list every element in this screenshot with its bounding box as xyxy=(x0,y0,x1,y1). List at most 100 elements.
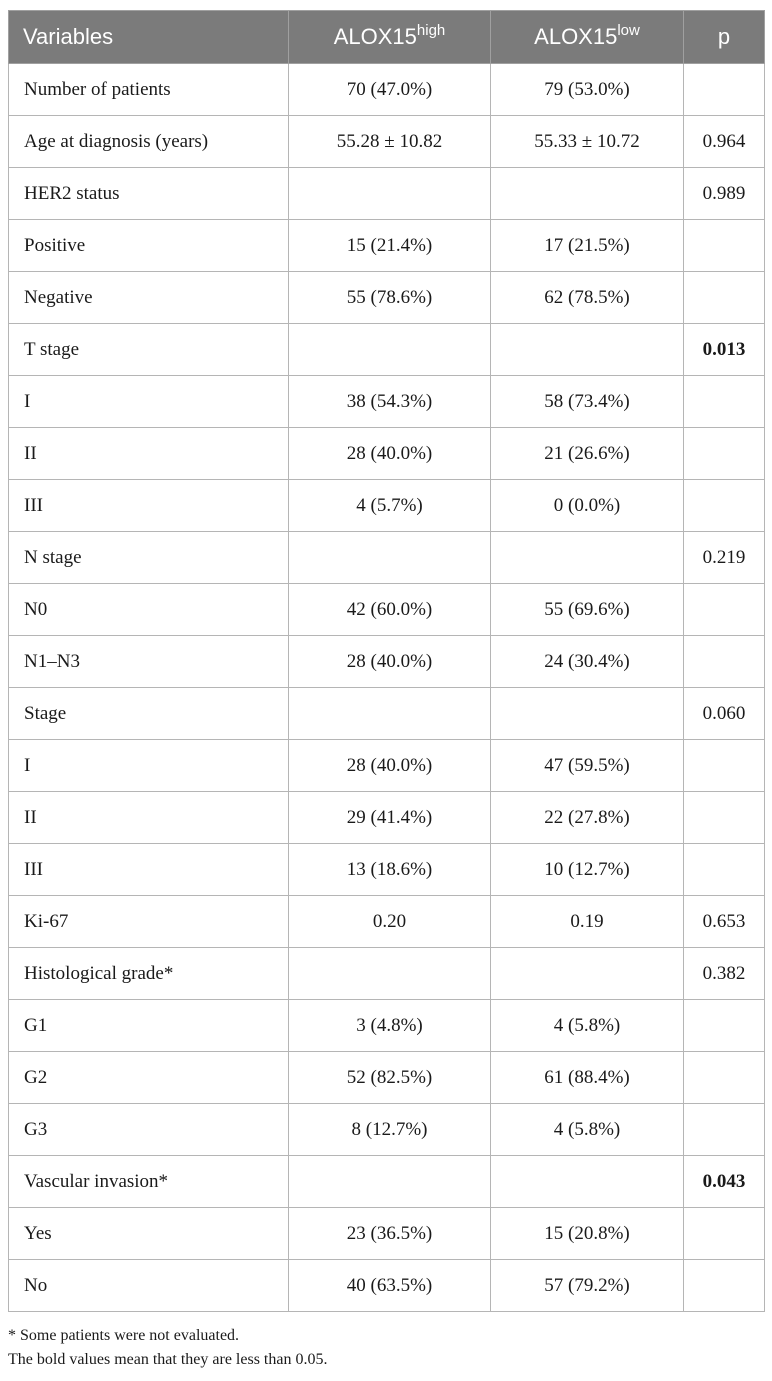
cell-variable: III xyxy=(8,843,289,896)
cell-variable: Vascular invasion* xyxy=(8,1155,289,1208)
cell-variable: Histological grade* xyxy=(8,947,289,1000)
cell-variable: G3 xyxy=(8,1103,289,1156)
cell-alox15-low xyxy=(490,947,684,1000)
cell-alox15-low: 61 (88.4%) xyxy=(490,1051,684,1104)
cell-variable: T stage xyxy=(8,323,289,376)
table-row: I 38 (54.3%) 58 (73.4%) xyxy=(8,375,765,428)
cell-variable: Stage xyxy=(8,687,289,740)
cell-variable: HER2 status xyxy=(8,167,289,220)
cell-p-value xyxy=(683,583,765,636)
cell-variable: Age at diagnosis (years) xyxy=(8,115,289,168)
cell-alox15-high xyxy=(288,323,491,376)
cell-p-value xyxy=(683,219,765,272)
cell-alox15-high: 23 (36.5%) xyxy=(288,1207,491,1260)
cell-p-value xyxy=(683,479,765,532)
cell-p-value xyxy=(683,63,765,116)
cell-p-value xyxy=(683,635,765,688)
cell-alox15-high: 55.28 ± 10.82 xyxy=(288,115,491,168)
cell-p-value: 0.043 xyxy=(683,1155,765,1208)
cell-variable: N0 xyxy=(8,583,289,636)
table-row: III 4 (5.7%) 0 (0.0%) xyxy=(8,479,765,532)
header-alox15-high-base: ALOX15 xyxy=(333,24,417,49)
cell-p-value: 0.989 xyxy=(683,167,765,220)
cell-alox15-low: 22 (27.8%) xyxy=(490,791,684,844)
cell-p-value xyxy=(683,739,765,792)
cell-variable: Negative xyxy=(8,271,289,324)
cell-variable: III xyxy=(8,479,289,532)
header-p-value: p xyxy=(683,10,765,64)
table-row: Histological grade* 0.382 xyxy=(8,947,765,1000)
cell-variable: N stage xyxy=(8,531,289,584)
table-body: Number of patients 70 (47.0%) 79 (53.0%) Ag… xyxy=(8,63,765,1312)
table-row: II 28 (40.0%) 21 (26.6%) xyxy=(8,427,765,480)
cell-p-value xyxy=(683,271,765,324)
header-alox15-low-sup: low xyxy=(617,22,640,39)
cell-alox15-low xyxy=(490,687,684,740)
cell-alox15-high: 52 (82.5%) xyxy=(288,1051,491,1104)
cell-alox15-high: 4 (5.7%) xyxy=(288,479,491,532)
cell-alox15-low: 58 (73.4%) xyxy=(490,375,684,428)
cell-alox15-high xyxy=(288,947,491,1000)
cell-alox15-low xyxy=(490,531,684,584)
cell-alox15-low: 17 (21.5%) xyxy=(490,219,684,272)
cell-variable: Yes xyxy=(8,1207,289,1260)
table-row: Vascular invasion* 0.043 xyxy=(8,1155,765,1208)
cell-variable: II xyxy=(8,427,289,480)
cell-alox15-low xyxy=(490,1155,684,1208)
cell-variable: No xyxy=(8,1259,289,1312)
header-row: Variables ALOX15high ALOX15low p xyxy=(8,10,765,64)
table-row: HER2 status 0.989 xyxy=(8,167,765,220)
header-variables: Variables xyxy=(8,10,289,64)
cell-p-value xyxy=(683,791,765,844)
table-row: Positive 15 (21.4%) 17 (21.5%) xyxy=(8,219,765,272)
cell-alox15-high xyxy=(288,687,491,740)
cell-alox15-high: 28 (40.0%) xyxy=(288,739,491,792)
cell-variable: I xyxy=(8,739,289,792)
cell-alox15-low: 55 (69.6%) xyxy=(490,583,684,636)
cell-p-value: 0.013 xyxy=(683,323,765,376)
cell-alox15-low: 55.33 ± 10.72 xyxy=(490,115,684,168)
cell-alox15-low: 62 (78.5%) xyxy=(490,271,684,324)
cell-alox15-high: 28 (40.0%) xyxy=(288,635,491,688)
footnotes: * Some patients were not evaluated. The … xyxy=(8,1324,327,1372)
cell-alox15-high: 29 (41.4%) xyxy=(288,791,491,844)
table-row: No 40 (63.5%) 57 (79.2%) xyxy=(8,1259,765,1312)
cell-alox15-high: 28 (40.0%) xyxy=(288,427,491,480)
cell-p-value xyxy=(683,843,765,896)
header-alox15-high-sup: high xyxy=(416,22,446,39)
cell-alox15-low xyxy=(490,323,684,376)
cell-p-value xyxy=(683,427,765,480)
cell-alox15-high: 3 (4.8%) xyxy=(288,999,491,1052)
cell-alox15-low: 57 (79.2%) xyxy=(490,1259,684,1312)
cell-variable: G2 xyxy=(8,1051,289,1104)
cell-alox15-high xyxy=(288,167,491,220)
cell-alox15-high: 15 (21.4%) xyxy=(288,219,491,272)
cell-p-value xyxy=(683,1259,765,1312)
cell-variable: Number of patients xyxy=(8,63,289,116)
cell-p-value xyxy=(683,1051,765,1104)
cell-alox15-high: 8 (12.7%) xyxy=(288,1103,491,1156)
cell-alox15-high xyxy=(288,531,491,584)
cell-variable: I xyxy=(8,375,289,428)
cell-alox15-low: 4 (5.8%) xyxy=(490,999,684,1052)
cell-p-value: 0.219 xyxy=(683,531,765,584)
cell-variable: N1–N3 xyxy=(8,635,289,688)
cell-variable: II xyxy=(8,791,289,844)
table-row: N stage 0.219 xyxy=(8,531,765,584)
table-row: T stage 0.013 xyxy=(8,323,765,376)
cell-alox15-low: 0.19 xyxy=(490,895,684,948)
cell-alox15-low: 47 (59.5%) xyxy=(490,739,684,792)
table-row: G2 52 (82.5%) 61 (88.4%) xyxy=(8,1051,765,1104)
cell-p-value: 0.382 xyxy=(683,947,765,1000)
table-row: Ki-67 0.20 0.19 0.653 xyxy=(8,895,765,948)
cell-p-value xyxy=(683,999,765,1052)
table-row: N0 42 (60.0%) 55 (69.6%) xyxy=(8,583,765,636)
cell-p-value: 0.964 xyxy=(683,115,765,168)
cell-alox15-high: 70 (47.0%) xyxy=(288,63,491,116)
table-row: I 28 (40.0%) 47 (59.5%) xyxy=(8,739,765,792)
cell-alox15-low: 24 (30.4%) xyxy=(490,635,684,688)
cell-alox15-high xyxy=(288,1155,491,1208)
cell-variable: Positive xyxy=(8,219,289,272)
cell-p-value xyxy=(683,1207,765,1260)
cell-alox15-low xyxy=(490,167,684,220)
